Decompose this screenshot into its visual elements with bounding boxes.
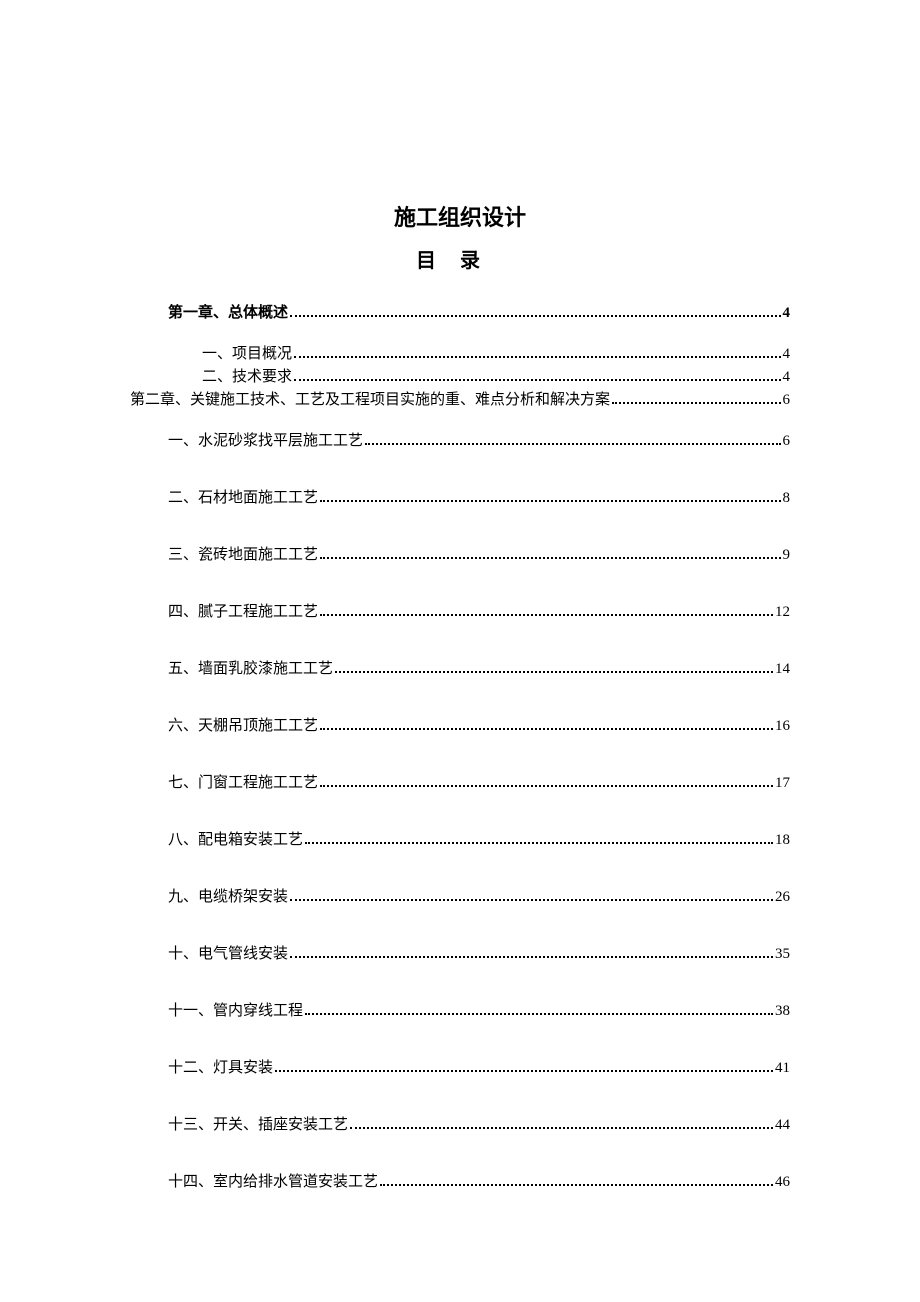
toc-entry: 四、腻子工程施工工艺 12: [168, 602, 790, 623]
toc-dot-leader: [275, 1070, 773, 1072]
toc-entry-page: 17: [775, 773, 790, 794]
toc-entry-page: 8: [783, 488, 791, 509]
toc-dot-leader: [320, 728, 773, 730]
toc-entry-page: 6: [783, 431, 791, 452]
toc-entry-page: 6: [783, 390, 791, 411]
toc-entry: 十一、管内穿线工程 38: [168, 1001, 790, 1022]
toc-entry-label: 十一、管内穿线工程: [168, 1001, 303, 1022]
toc-entry-page: 4: [783, 367, 791, 388]
toc-entry-page: 4: [783, 303, 791, 324]
toc-entry-label: 第一章、总体概述: [168, 303, 288, 324]
toc-entry: 十、电气管线安装 35: [168, 944, 790, 965]
toc-dot-leader: [320, 500, 780, 502]
toc-entry: 一、水泥砂浆找平层施工工艺 6: [168, 431, 790, 452]
toc-entry-label: 十四、室内给排水管道安装工艺: [168, 1172, 378, 1193]
toc-entry-page: 41: [775, 1058, 790, 1079]
document-title: 施工组织设计: [130, 200, 790, 232]
toc-entry: 二、石材地面施工工艺 8: [168, 488, 790, 509]
toc-entry-label: 二、石材地面施工工艺: [168, 488, 318, 509]
toc-entry-label: 十三、开关、插座安装工艺: [168, 1115, 348, 1136]
toc-dot-leader: [320, 557, 780, 559]
toc-entry: 七、门窗工程施工工艺 17: [168, 773, 790, 794]
toc-dot-leader: [335, 671, 773, 673]
toc-entry-page: 26: [775, 887, 790, 908]
toc-entry: 九、电缆桥架安装 26: [168, 887, 790, 908]
toc-dot-leader: [305, 842, 773, 844]
toc-dot-leader: [380, 1184, 773, 1186]
toc-dot-leader: [290, 315, 780, 317]
toc-entry: 六、天棚吊顶施工工艺 16: [168, 716, 790, 737]
toc-dot-leader: [350, 1127, 773, 1129]
toc-entry-page: 12: [775, 602, 790, 623]
toc-entry: 十三、开关、插座安装工艺 44: [168, 1115, 790, 1136]
toc-entry: 十二、灯具安装 41: [168, 1058, 790, 1079]
toc-entry-label: 一、水泥砂浆找平层施工工艺: [168, 431, 363, 452]
toc-entry-page: 16: [775, 716, 790, 737]
toc-entry-label: 六、天棚吊顶施工工艺: [168, 716, 318, 737]
toc-entry: 十四、室内给排水管道安装工艺 46: [168, 1172, 790, 1193]
toc-entry: 三、瓷砖地面施工工艺 9: [168, 545, 790, 566]
toc-dot-leader: [320, 785, 773, 787]
toc-entry: 一、项目概况 4: [202, 344, 790, 365]
toc-entry: 第一章、总体概述 4: [168, 303, 790, 324]
toc-entry-label: 七、门窗工程施工工艺: [168, 773, 318, 794]
toc-entry-page: 46: [775, 1172, 790, 1193]
toc-entry-label: 一、项目概况: [202, 344, 292, 365]
toc-entry-label: 三、瓷砖地面施工工艺: [168, 545, 318, 566]
toc-dot-leader: [294, 379, 780, 381]
toc-dot-leader: [290, 956, 773, 958]
toc-entry-label: 四、腻子工程施工工艺: [168, 602, 318, 623]
toc-entry-page: 18: [775, 830, 790, 851]
toc-entry: 八、配电箱安装工艺 18: [168, 830, 790, 851]
toc-dot-leader: [365, 443, 780, 445]
toc-entry: 二、技术要求 4: [202, 367, 790, 388]
toc-entry-label: 五、墙面乳胶漆施工工艺: [168, 659, 333, 680]
table-of-contents: 第一章、总体概述4一、项目概况4二、技术要求4第二章、关键施工技术、工艺及工程项…: [130, 303, 790, 1193]
toc-dot-leader: [294, 356, 780, 358]
toc-entry: 五、墙面乳胶漆施工工艺 14: [168, 659, 790, 680]
toc-entry-label: 八、配电箱安装工艺: [168, 830, 303, 851]
toc-dot-leader: [290, 899, 773, 901]
toc-entry-page: 14: [775, 659, 790, 680]
toc-entry-label: 第二章、关键施工技术、工艺及工程项目实施的重、难点分析和解决方案: [130, 390, 610, 411]
toc-entry-page: 38: [775, 1001, 790, 1022]
toc-entry-page: 9: [783, 545, 791, 566]
toc-entry-page: 44: [775, 1115, 790, 1136]
toc-entry-page: 4: [783, 344, 791, 365]
toc-dot-leader: [320, 614, 773, 616]
toc-entry-label: 二、技术要求: [202, 367, 292, 388]
toc-entry-label: 九、电缆桥架安装: [168, 887, 288, 908]
toc-entry-page: 35: [775, 944, 790, 965]
toc-dot-leader: [612, 402, 780, 404]
toc-entry: 第二章、关键施工技术、工艺及工程项目实施的重、难点分析和解决方案 6: [130, 390, 790, 411]
toc-entry-label: 十二、灯具安装: [168, 1058, 273, 1079]
toc-entry-label: 十、电气管线安装: [168, 944, 288, 965]
toc-dot-leader: [305, 1013, 773, 1015]
toc-heading: 目录: [130, 244, 790, 273]
